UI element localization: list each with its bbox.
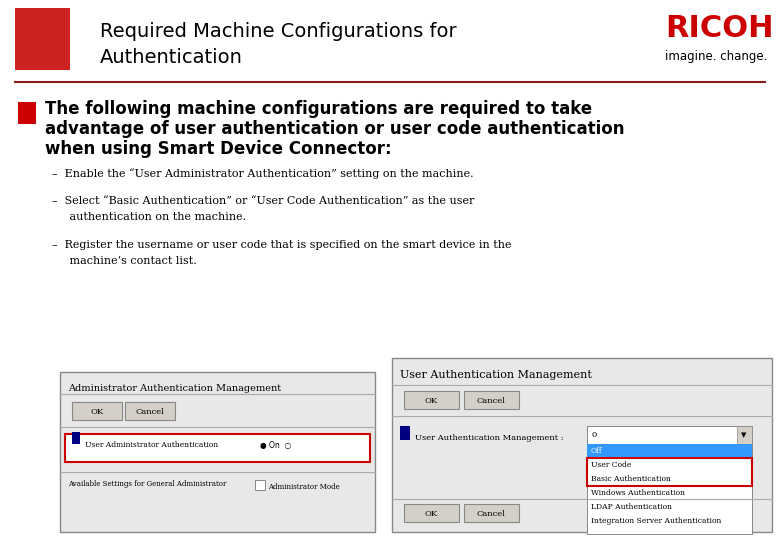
- Text: when using Smart Device Connector:: when using Smart Device Connector:: [45, 140, 392, 158]
- Text: OK: OK: [90, 408, 104, 416]
- Bar: [404, 391, 459, 409]
- Text: Required Machine Configurations for: Required Machine Configurations for: [100, 22, 456, 41]
- Bar: [60, 372, 375, 532]
- Text: User Administrator Authentication: User Administrator Authentication: [85, 441, 218, 449]
- Bar: [125, 402, 175, 420]
- Bar: [72, 432, 80, 444]
- Text: OK: OK: [424, 397, 438, 405]
- Text: ● On  ○: ● On ○: [260, 441, 291, 450]
- Text: Integration Server Authentication: Integration Server Authentication: [591, 517, 722, 525]
- Text: Administrator Authentication Management: Administrator Authentication Management: [68, 384, 281, 393]
- Text: advantage of user authentication or user code authentication: advantage of user authentication or user…: [45, 120, 625, 138]
- Text: Available Settings for General Administrator: Available Settings for General Administr…: [68, 480, 226, 488]
- Text: Cancel: Cancel: [136, 408, 165, 416]
- Text: LDAP Authentication: LDAP Authentication: [591, 503, 672, 511]
- Text: authentication on the machine.: authentication on the machine.: [52, 212, 246, 222]
- Bar: [587, 426, 752, 444]
- Text: ▼: ▼: [741, 432, 746, 438]
- Bar: [72, 402, 122, 420]
- Text: Authentication: Authentication: [100, 48, 243, 67]
- Bar: [587, 444, 752, 534]
- Polygon shape: [70, 52, 80, 70]
- Text: User Authentication Management :: User Authentication Management :: [415, 434, 564, 442]
- Bar: [464, 391, 519, 409]
- Text: Cancel: Cancel: [477, 397, 505, 405]
- Bar: [587, 444, 752, 458]
- Text: –  Select “Basic Authentication” or “User Code Authentication” as the user: – Select “Basic Authentication” or “User…: [52, 196, 474, 206]
- Text: 0: 0: [592, 431, 597, 439]
- Text: Windows Authentication: Windows Authentication: [591, 489, 685, 497]
- Bar: [392, 358, 772, 532]
- Bar: [737, 426, 752, 444]
- Bar: [464, 504, 519, 522]
- Text: –  Enable the “User Administrator Authentication” setting on the machine.: – Enable the “User Administrator Authent…: [52, 168, 473, 179]
- Bar: [255, 480, 265, 490]
- Bar: [15, 8, 70, 70]
- Text: User Authentication Management: User Authentication Management: [400, 370, 592, 380]
- Text: Off: Off: [591, 447, 603, 455]
- Bar: [18, 102, 36, 124]
- Text: Cancel: Cancel: [477, 510, 505, 518]
- Text: The following machine configurations are required to take: The following machine configurations are…: [45, 100, 592, 118]
- Text: machine’s contact list.: machine’s contact list.: [52, 256, 197, 266]
- Text: RICOH: RICOH: [665, 14, 774, 43]
- Text: OK: OK: [424, 510, 438, 518]
- Text: User Code: User Code: [591, 461, 631, 469]
- Text: –  Register the username or user code that is specified on the smart device in t: – Register the username or user code tha…: [52, 240, 512, 250]
- Bar: [587, 458, 752, 486]
- Text: Administrator Mode: Administrator Mode: [268, 483, 340, 491]
- Text: imagine. change.: imagine. change.: [665, 50, 768, 63]
- Bar: [400, 426, 410, 440]
- Text: Basic Authentication: Basic Authentication: [591, 475, 671, 483]
- Bar: [404, 504, 459, 522]
- Bar: [65, 434, 370, 462]
